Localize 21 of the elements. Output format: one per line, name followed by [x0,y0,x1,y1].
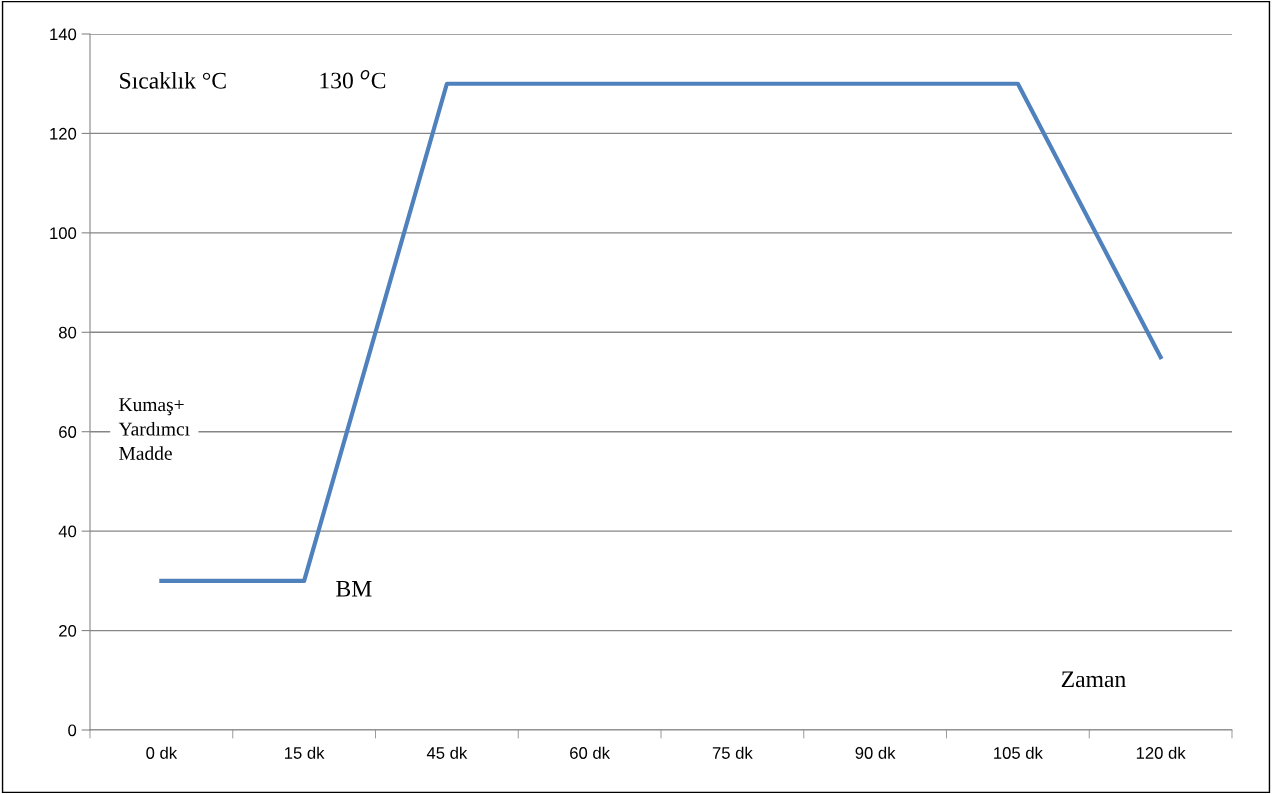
annotation: 130 $^{o}$C [320,69,386,89]
annotation: Kumaş+ Yardımcı Madde [118,398,190,460]
annotation: Sıcaklık °C [120,72,226,89]
y-tick-label: 80 [58,326,77,339]
annotation: BM [336,581,372,597]
x-tick-label: 120 dk [1136,746,1186,759]
x-tick-label: 15 dk [285,746,325,759]
x-tick-label: 60 dk [570,746,611,759]
x-tick-label: 105 dk [994,746,1043,759]
x-tick-label: 45 dk [426,746,468,759]
y-tick-label: 120 [50,127,77,140]
y-tick-label: 0 [68,724,77,737]
x-tick-label: 0 dk [146,746,178,759]
y-tick-label: 40 [58,525,77,538]
x-tick-label: 90 dk [855,746,896,759]
y-tick-label: 60 [59,426,77,438]
y-tick-label: 100 [50,227,77,240]
y-tick-label: 140 [50,28,77,41]
y-tick-label: 20 [59,624,77,637]
x-tick-label: 75 dk [712,746,753,759]
annotation: Zaman [1061,671,1126,688]
